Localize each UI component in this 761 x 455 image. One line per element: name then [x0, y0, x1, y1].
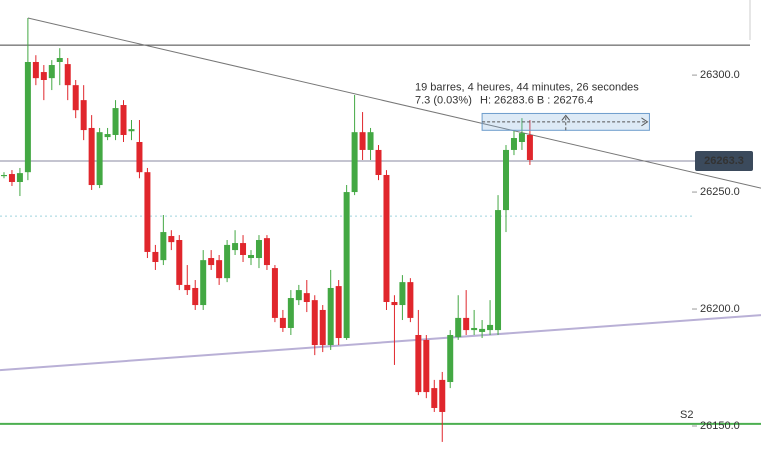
candle-body	[144, 172, 151, 252]
candle-body	[48, 65, 55, 79]
candle-body	[64, 64, 71, 86]
candle-body	[208, 258, 215, 266]
candle-body	[271, 268, 278, 318]
candle-body	[80, 100, 87, 131]
candle-body	[32, 61, 39, 79]
candle-body	[351, 132, 358, 193]
candle-body	[479, 328, 486, 332]
candle-body	[88, 127, 95, 186]
candle-body	[176, 240, 183, 285]
measure-range: H: 26283.6 B : 26276.4	[480, 94, 593, 106]
candle-body	[526, 134, 533, 161]
candle-body	[343, 192, 350, 339]
y-tick-label: 26150.0	[700, 420, 740, 432]
candle-body	[335, 286, 342, 339]
candle-body	[16, 173, 23, 182]
candle-body	[495, 210, 502, 331]
candle-body	[104, 134, 111, 138]
candle-body	[0, 174, 7, 177]
candle-body	[56, 58, 63, 62]
candle-body	[72, 85, 79, 111]
candle-body	[471, 327, 478, 331]
y-tick-label: 26300.0	[700, 69, 740, 81]
candle-body	[399, 282, 406, 306]
candle-body	[518, 133, 525, 142]
candle-body	[375, 149, 382, 175]
candle-body	[383, 174, 390, 303]
y-tick-label: 26200.0	[700, 303, 740, 315]
measure-text: 19 barres, 4 heures, 44 minutes, 26 seco…	[415, 81, 639, 93]
candle-body	[391, 302, 398, 306]
candle-body	[120, 105, 127, 135]
measure-change: 7.3 (0.03%)	[415, 94, 472, 106]
trendline	[0, 314, 761, 372]
candle-body	[160, 232, 167, 261]
last-price-label: 26263.3	[704, 155, 744, 167]
candle-body	[248, 254, 255, 259]
candle-body	[503, 149, 510, 211]
trendline	[27, 17, 761, 189]
candle-body	[319, 309, 326, 346]
candle-body	[96, 132, 103, 186]
candle-body	[439, 379, 446, 412]
candle-body	[455, 317, 462, 338]
candle-body	[112, 108, 119, 135]
candle-body	[255, 240, 262, 259]
candle-body	[367, 132, 374, 150]
candle-body	[431, 388, 438, 408]
candle-body	[463, 317, 470, 331]
candle-body	[152, 251, 159, 263]
candle-body	[24, 61, 31, 173]
measure-arrowhead	[641, 117, 649, 127]
measure-arrowhead	[561, 114, 571, 121]
candle-body	[510, 138, 517, 150]
candle-body	[279, 317, 286, 328]
candle-body	[128, 129, 135, 132]
candle-body	[240, 243, 247, 255]
support-label: S2	[680, 409, 693, 421]
last-price-box	[695, 150, 753, 171]
candle-body	[303, 293, 310, 303]
candle-body	[224, 244, 231, 279]
candle-body	[192, 287, 199, 306]
candle-body	[447, 334, 454, 383]
candle-body	[287, 298, 294, 328]
candle-body	[136, 141, 143, 173]
candle-body	[359, 132, 366, 150]
candle-body	[200, 260, 207, 306]
candle-body	[184, 284, 191, 291]
candle-body	[487, 324, 494, 331]
candle-body	[263, 238, 270, 266]
candle-body	[168, 236, 175, 243]
y-tick-label: 26250.0	[700, 186, 740, 198]
candle-body	[40, 72, 47, 81]
candle-body	[8, 174, 15, 182]
candle-body	[415, 334, 422, 393]
candle-body	[295, 290, 302, 301]
candle-body	[311, 300, 318, 346]
candle-body	[327, 287, 334, 346]
candle-body	[423, 339, 430, 393]
candle-body	[232, 243, 239, 251]
candle-body	[216, 260, 223, 279]
candle-body	[407, 282, 414, 318]
